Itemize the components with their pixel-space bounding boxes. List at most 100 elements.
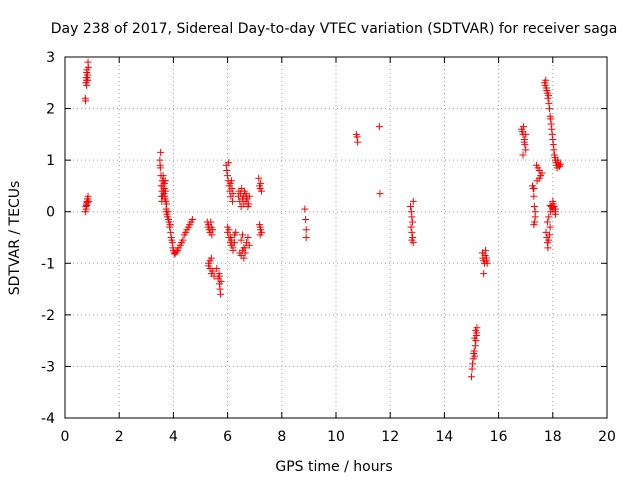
data-point	[531, 218, 539, 226]
y-tick-label: 2	[46, 102, 55, 118]
data-point	[480, 270, 488, 278]
data-point	[227, 177, 235, 185]
y-tick-labels: -4 -3 -2 -1 0 1 2 3	[41, 50, 55, 427]
data-point	[407, 208, 415, 216]
data-point	[519, 151, 527, 159]
x-tick-label: 12	[381, 429, 399, 445]
data-point	[471, 342, 479, 350]
data-point	[207, 254, 215, 262]
data-point	[230, 239, 238, 247]
data-point	[257, 187, 265, 195]
data-point	[84, 76, 92, 84]
data-point	[161, 177, 169, 185]
data-point	[549, 136, 557, 144]
data-point	[225, 159, 233, 167]
axis-ticks	[64, 56, 608, 419]
data-point	[479, 249, 487, 257]
data-point	[547, 120, 555, 128]
data-point	[164, 208, 172, 216]
data-point	[407, 223, 415, 231]
data-point	[375, 123, 383, 131]
data-point	[548, 130, 556, 138]
data-point	[163, 200, 171, 208]
data-point	[84, 63, 92, 71]
data-point	[82, 205, 90, 213]
data-point	[245, 200, 253, 208]
data-point	[548, 125, 556, 133]
data-points	[81, 58, 564, 381]
data-point	[156, 164, 164, 172]
x-tick-label: 16	[490, 429, 508, 445]
data-point	[535, 174, 543, 182]
data-point	[179, 236, 187, 244]
data-point	[545, 99, 553, 107]
data-point	[408, 228, 416, 236]
data-point	[240, 244, 248, 252]
data-point	[241, 249, 249, 257]
data-point	[224, 172, 232, 180]
data-point	[168, 239, 176, 247]
data-point	[301, 205, 309, 213]
data-point	[522, 146, 530, 154]
data-point	[544, 92, 552, 100]
data-point	[256, 221, 264, 229]
data-point	[84, 192, 92, 200]
data-point	[205, 262, 213, 270]
data-point	[545, 236, 553, 244]
data-point	[472, 326, 480, 334]
data-point	[543, 218, 551, 226]
data-point	[556, 160, 564, 168]
data-point	[471, 352, 479, 360]
data-point	[549, 204, 557, 212]
data-point	[542, 228, 550, 236]
data-point	[216, 285, 224, 293]
data-point	[83, 202, 91, 210]
data-point	[217, 277, 225, 285]
data-point	[157, 148, 165, 156]
data-point	[83, 81, 91, 89]
data-point	[542, 76, 550, 84]
y-tick-label: 3	[46, 50, 55, 66]
data-point	[546, 223, 554, 231]
data-point	[167, 228, 175, 236]
x-tick-label: 18	[544, 429, 562, 445]
data-point	[208, 231, 216, 239]
data-point	[469, 360, 477, 368]
data-point	[209, 267, 217, 275]
data-point	[538, 169, 546, 177]
data-point	[531, 208, 539, 216]
x-axis-label: GPS time / hours	[275, 459, 392, 475]
data-point	[232, 228, 240, 236]
x-tick-label: 14	[435, 429, 453, 445]
data-point	[547, 115, 555, 123]
data-point	[545, 213, 553, 221]
data-point	[83, 198, 91, 206]
data-point	[544, 244, 552, 252]
data-point	[207, 218, 215, 226]
data-point	[244, 234, 252, 241]
data-point	[408, 213, 416, 221]
data-point	[226, 234, 234, 241]
x-tick-label: 6	[223, 429, 232, 445]
x-tick-labels: 0 2 4 6 8 10 12 14 16 18 20	[61, 429, 616, 445]
data-point	[223, 166, 231, 174]
y-tick-label: -4	[41, 411, 55, 427]
data-point	[257, 179, 265, 187]
data-point	[302, 215, 310, 223]
data-point	[245, 241, 253, 249]
data-point	[256, 231, 264, 239]
data-point	[408, 236, 416, 244]
data-point	[159, 172, 167, 180]
data-point	[470, 347, 478, 355]
data-point	[82, 97, 90, 105]
y-tick-label: -3	[41, 359, 55, 375]
x-tick-label: 2	[115, 429, 124, 445]
data-point	[172, 248, 180, 256]
data-point	[229, 190, 237, 198]
data-point	[408, 218, 416, 226]
data-point	[85, 197, 93, 205]
data-point	[468, 365, 476, 373]
grid-lines	[65, 57, 607, 418]
data-point	[209, 226, 217, 234]
